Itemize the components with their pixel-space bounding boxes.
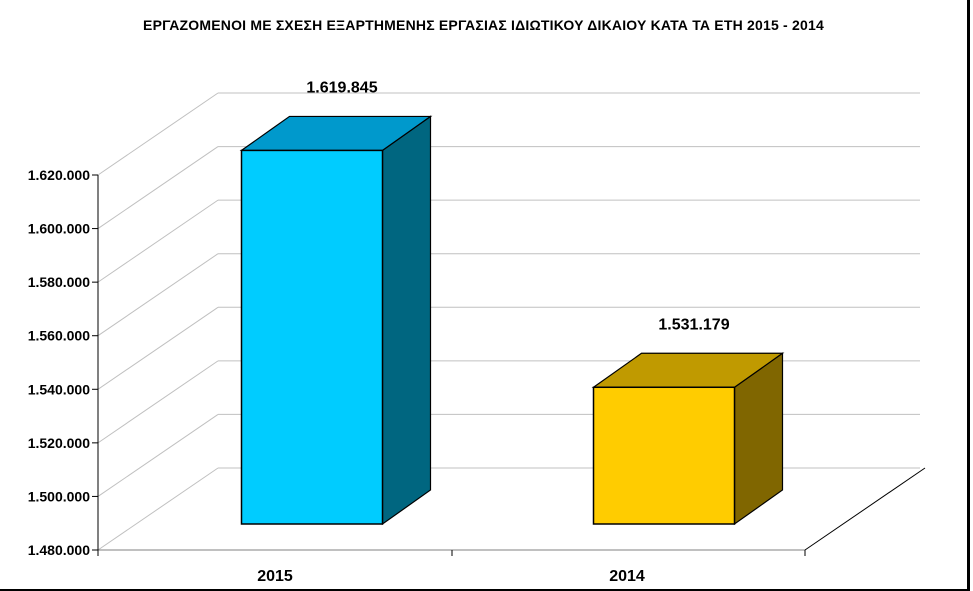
side-wall-line-1 xyxy=(97,414,219,497)
y-tick-label-7: 1.620.000 xyxy=(28,167,90,183)
side-wall-line-6 xyxy=(97,146,219,229)
floor-edge xyxy=(804,467,926,551)
side-wall-line-5 xyxy=(97,199,219,283)
y-tick-label-2: 1.520.000 xyxy=(28,435,90,451)
bar-2015-side xyxy=(381,115,432,526)
y-tick-label-1: 1.500.000 xyxy=(28,488,90,504)
bar-2015 xyxy=(240,149,384,525)
side-wall-line-0 xyxy=(97,467,219,551)
side-wall-line-2 xyxy=(97,360,219,444)
y-tick-label-5: 1.580.000 xyxy=(28,274,90,290)
y-tick-label-4: 1.560.000 xyxy=(28,328,90,344)
x-tick-label-2014: 2014 xyxy=(609,568,645,585)
side-wall-line-3 xyxy=(97,306,219,390)
y-tick-label-3: 1.540.000 xyxy=(28,381,90,397)
bar-2014 xyxy=(592,386,736,525)
y-tick-label-6: 1.600.000 xyxy=(28,221,90,237)
data-label-2015: 1.619.845 xyxy=(306,79,377,96)
data-label-2014: 1.531.179 xyxy=(658,316,729,333)
side-wall-line-4 xyxy=(97,253,219,337)
chart-title: ΕΡΓΑΖΟΜΕΝΟΙ ΜΕ ΣΧΕΣΗ ΕΞΑΡΤΗΜΕΝΗΣ ΕΡΓΑΣΙΑ… xyxy=(143,17,824,33)
side-wall-line-7 xyxy=(97,92,219,176)
y-tick-label-0: 1.480.000 xyxy=(28,542,90,558)
x-tick-label-2015: 2015 xyxy=(257,568,293,585)
